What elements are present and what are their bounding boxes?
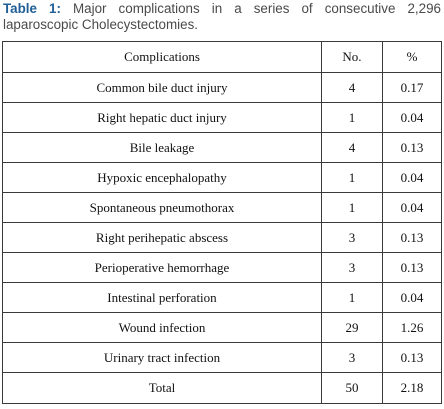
count-cell: 4 [321, 132, 383, 163]
table-header-row: Complications No. % [2, 41, 442, 73]
complications-table: Complications No. % Common bile duct inj… [2, 41, 442, 404]
count-cell: 1 [321, 102, 383, 133]
complication-cell: Right perihepatic abscess [2, 222, 322, 253]
table-row: Perioperative hemorrhage 3 0.13 [2, 252, 442, 283]
percent-cell: 0.04 [382, 102, 442, 133]
table-row: Spontaneous pneumothorax 1 0.04 [2, 192, 442, 223]
percent-cell: 1.26 [382, 312, 442, 343]
total-percent-cell: 2.18 [382, 372, 442, 404]
count-cell: 1 [321, 282, 383, 313]
table-row: Right perihepatic abscess 3 0.13 [2, 222, 442, 253]
table-row: Bile leakage 4 0.13 [2, 132, 442, 163]
complication-cell: Wound infection [2, 312, 322, 343]
table-total-row: Total 50 2.18 [2, 372, 442, 404]
complication-cell: Right hepatic duct injury [2, 102, 322, 133]
percent-cell: 0.13 [382, 342, 442, 373]
total-label-cell: Total [2, 372, 322, 404]
complication-cell: Perioperative hemorrhage [2, 252, 322, 283]
percent-cell: 0.13 [382, 222, 442, 253]
column-header-complications: Complications [2, 41, 322, 73]
table-row: Intestinal perforation 1 0.04 [2, 282, 442, 313]
table-row: Right hepatic duct injury 1 0.04 [2, 102, 442, 133]
column-header-number: No. [321, 41, 383, 73]
complication-cell: Bile leakage [2, 132, 322, 163]
complication-cell: Hypoxic encephalopathy [2, 162, 322, 193]
total-count-cell: 50 [321, 372, 383, 404]
table-caption-text: Major complications in a series of conse… [3, 1, 441, 32]
column-header-percent: % [382, 41, 442, 73]
table-row: Wound infection 29 1.26 [2, 312, 442, 343]
count-cell: 4 [321, 72, 383, 103]
count-cell: 3 [321, 342, 383, 373]
table-row: Urinary tract infection 3 0.13 [2, 342, 442, 373]
percent-cell: 0.13 [382, 132, 442, 163]
table-caption: Table 1: Major complications in a series… [3, 1, 441, 33]
count-cell: 1 [321, 162, 383, 193]
table-row: Hypoxic encephalopathy 1 0.04 [2, 162, 442, 193]
complication-cell: Common bile duct injury [2, 72, 322, 103]
percent-cell: 0.17 [382, 72, 442, 103]
count-cell: 1 [321, 192, 383, 223]
table-caption-label: Table 1: [3, 1, 61, 16]
count-cell: 29 [321, 312, 383, 343]
count-cell: 3 [321, 252, 383, 283]
percent-cell: 0.13 [382, 252, 442, 283]
table-row: Common bile duct injury 4 0.17 [2, 72, 442, 103]
complication-cell: Urinary tract infection [2, 342, 322, 373]
percent-cell: 0.04 [382, 282, 442, 313]
complication-cell: Spontaneous pneumothorax [2, 192, 322, 223]
percent-cell: 0.04 [382, 192, 442, 223]
complication-cell: Intestinal perforation [2, 282, 322, 313]
count-cell: 3 [321, 222, 383, 253]
percent-cell: 0.04 [382, 162, 442, 193]
